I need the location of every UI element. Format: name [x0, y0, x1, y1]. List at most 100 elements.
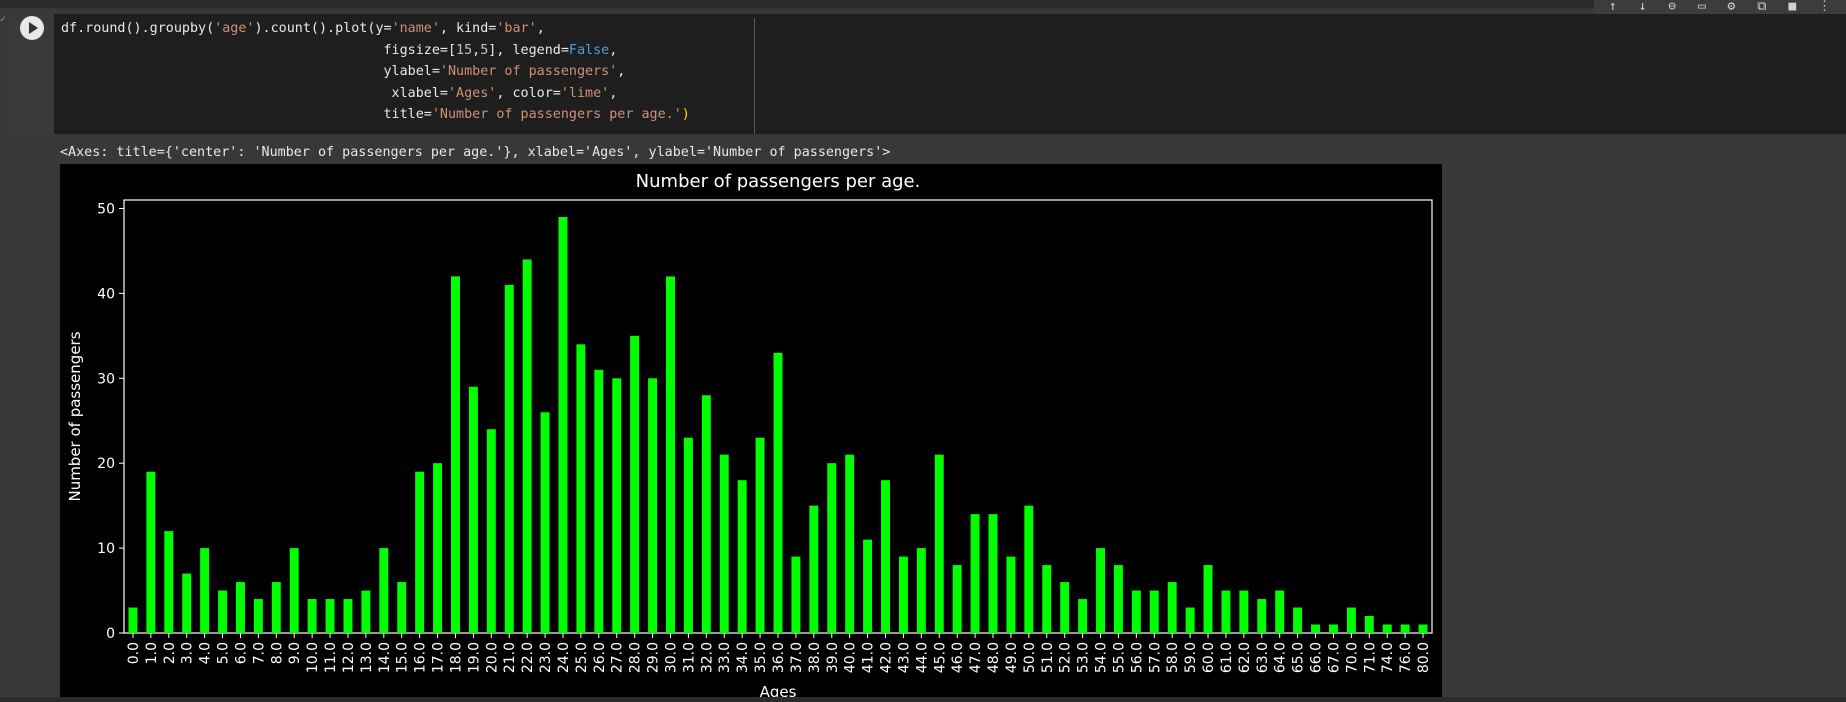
bar-chart-figure: Number of passengers per age. 0 10 20 30 40 50… [60, 164, 1442, 702]
x-tick-label: 51.0 [1040, 642, 1056, 673]
bar [1203, 565, 1213, 633]
bar [1006, 556, 1016, 633]
x-tick-label: 46.0 [950, 642, 966, 673]
x-tick-label: 55.0 [1111, 642, 1127, 673]
x-tick-label: 6.0 [233, 642, 249, 664]
x-tick-label: 40.0 [843, 642, 859, 673]
x-tick-label: 15.0 [395, 642, 411, 673]
x-tick-label: 56.0 [1129, 642, 1145, 673]
bar [612, 378, 622, 633]
x-tick-label: 24.0 [556, 642, 572, 673]
editor-ruler [754, 18, 755, 134]
mirror-cell-icon[interactable]: ⧉ [1757, 0, 1767, 14]
x-tick-label: 58.0 [1165, 642, 1181, 673]
bar [218, 590, 228, 633]
x-tick-label: 2.0 [162, 642, 178, 664]
x-tick-label: 45.0 [932, 642, 948, 673]
bar [540, 412, 550, 633]
x-tick-label: 53.0 [1076, 642, 1092, 673]
trash-icon[interactable]: ■ [1788, 0, 1797, 14]
bar [200, 548, 210, 633]
arrow-down-icon[interactable]: ↓ [1638, 0, 1647, 14]
x-tick-label: 17.0 [431, 642, 447, 673]
bar [379, 548, 389, 633]
bar [881, 480, 890, 633]
x-tick-label: 44.0 [914, 642, 930, 673]
arrow-up-icon[interactable]: ↑ [1608, 0, 1617, 14]
x-tick-label: 34.0 [735, 642, 751, 673]
bottom-bar [0, 697, 1846, 702]
x-tick-label: 19.0 [466, 642, 482, 673]
x-tick-label: 8.0 [269, 642, 285, 664]
x-tick-label: 41.0 [861, 642, 877, 673]
code-token: , color= [496, 85, 561, 101]
x-tick-label: 7.0 [251, 642, 267, 664]
x-tick-label: 39.0 [825, 642, 841, 673]
bar [988, 514, 998, 633]
y-tick-label: 50 [97, 201, 115, 217]
output-repr-text: <Axes: title={'center': 'Number of passe… [60, 145, 891, 160]
link-icon[interactable]: ⊖ [1668, 0, 1677, 14]
cell-toolbar: ↑ ↓ ⊖ ▭ ⚙ ⧉ ■ ⋮ [1594, 0, 1846, 14]
x-tick-label: 31.0 [681, 642, 697, 673]
code-token: , [617, 64, 626, 79]
bar [630, 335, 640, 633]
bar [1113, 565, 1123, 633]
bar [1311, 624, 1321, 633]
code-token: ylabel= [61, 64, 440, 79]
code-text[interactable]: df.round().groupby('age').count().plot(y… [61, 18, 690, 126]
x-tick-label: 10.0 [305, 642, 321, 673]
x-tick-label: 70.0 [1344, 642, 1360, 673]
comment-icon[interactable]: ▭ [1697, 0, 1706, 14]
code-token: 'Number of passengers per age.' [431, 107, 682, 122]
bar [594, 369, 604, 633]
x-tick-label: 3.0 [180, 642, 196, 664]
bar [648, 378, 658, 633]
x-tick-label: 30.0 [663, 642, 679, 673]
x-tick-label: 29.0 [646, 642, 662, 673]
y-tick-label: 30 [97, 371, 115, 387]
bar [809, 505, 819, 633]
bar [1024, 505, 1034, 633]
bar [451, 276, 460, 633]
code-token: y= [375, 21, 392, 36]
bar [235, 582, 245, 633]
gear-icon[interactable]: ⚙ [1727, 0, 1736, 14]
bar [271, 582, 281, 633]
x-tick-label: 50.0 [1022, 642, 1038, 673]
x-tick-label: 5.0 [216, 642, 232, 664]
bar [486, 429, 496, 633]
x-tick-label: 28.0 [628, 642, 644, 673]
bar [289, 548, 299, 633]
x-tick-label: 11.0 [323, 642, 339, 673]
bar [719, 454, 729, 633]
code-token: , [472, 42, 481, 58]
y-tick-label: 0 [106, 626, 115, 642]
x-tick-label: 26.0 [592, 642, 608, 673]
code-token: ) [681, 107, 690, 122]
bar [773, 352, 783, 633]
bar [1131, 590, 1141, 633]
x-tick-label: 60.0 [1201, 642, 1217, 673]
bar [1257, 599, 1267, 633]
bar [970, 514, 980, 633]
code-token: xlabel= [61, 85, 448, 101]
code-token: , kind= [439, 21, 497, 36]
x-tick-label: 4.0 [198, 642, 214, 664]
bar [827, 463, 837, 633]
x-tick-label: 23.0 [538, 642, 554, 673]
y-axis-label: Number of passengers [66, 331, 84, 501]
bar [755, 437, 765, 633]
x-tick-label: 21.0 [502, 642, 518, 673]
code-editor[interactable] [54, 14, 1846, 134]
x-tick-label: 48.0 [986, 642, 1002, 673]
run-cell-button[interactable] [20, 16, 44, 40]
bar [934, 454, 944, 633]
more-vert-icon[interactable]: ⋮ [1817, 0, 1831, 14]
bar [898, 556, 908, 633]
y-tick-label: 10 [97, 541, 115, 557]
code-token: 'lime' [560, 85, 610, 101]
x-tick-label: 42.0 [879, 642, 895, 673]
bar [576, 344, 586, 633]
bar [558, 216, 568, 633]
